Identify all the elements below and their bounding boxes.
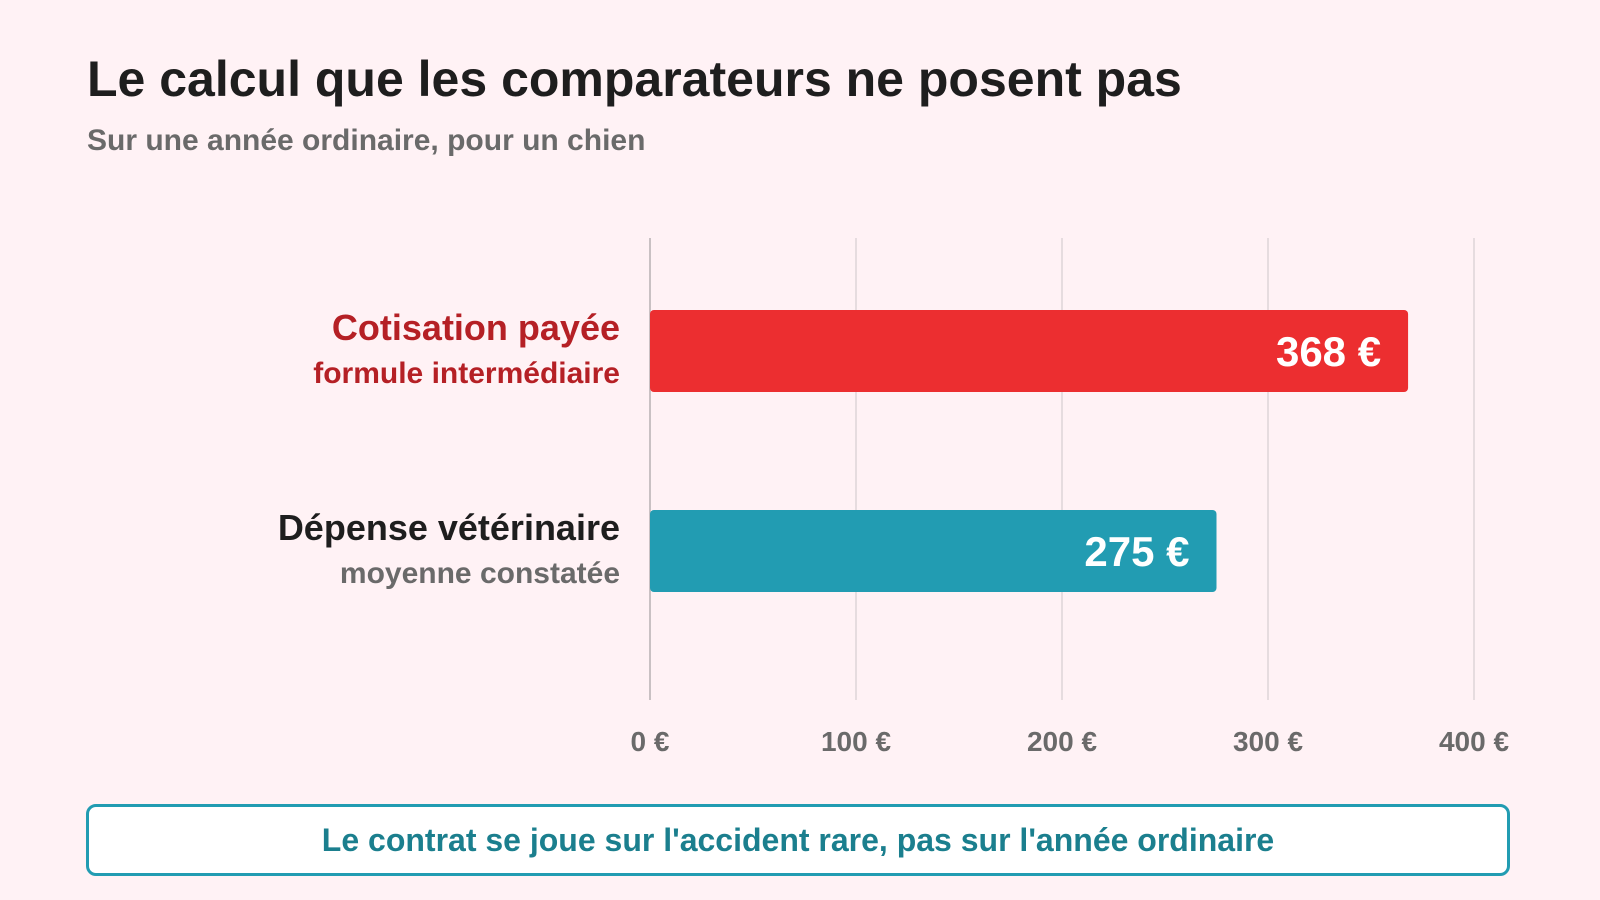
x-tick-label: 0 € [631,726,670,757]
x-tick-label: 300 € [1233,726,1303,757]
bar [650,510,1217,592]
x-tick-label: 100 € [821,726,891,757]
category-label: Cotisation payée [332,307,620,348]
conclusion-text: Le contrat se joue sur l'accident rare, … [321,821,1275,858]
bar-value-label: 368 € [1276,328,1381,375]
bar-value-label: 275 € [1084,528,1189,575]
chart-title: Le calcul que les comparateurs ne posent… [87,51,1182,107]
x-tick-label: 400 € [1439,726,1509,757]
chart-subtitle: Sur une année ordinaire, pour un chien [87,124,646,157]
bar [650,310,1409,392]
bar-chart: 368 € Cotisation payée formule intermédiai… [278,238,1509,757]
conclusion-callout: Le contrat se joue sur l'accident rare, … [86,804,1510,876]
category-sublabel: moyenne constatée [340,557,620,590]
category-sublabel: formule intermédiaire [313,357,620,390]
category-label: Dépense vétérinaire [278,507,620,548]
x-tick-label: 200 € [1027,726,1097,757]
